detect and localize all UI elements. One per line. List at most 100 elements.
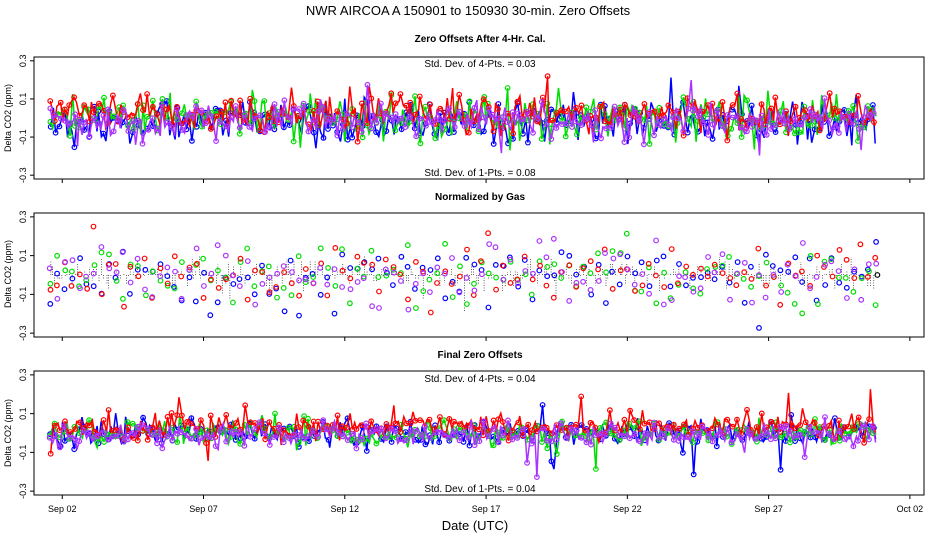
panel-2-gas2-point-303 (784, 289, 791, 296)
panel-2-gas1-point-252 (660, 253, 667, 260)
panel-2-gas2-point-276 (719, 262, 726, 269)
panel-1-gas4-point-200 (535, 115, 541, 122)
panel-1-gas4-point-62 (198, 107, 205, 114)
panel-3-gas4-point-166 (451, 432, 457, 439)
panel-1-gas4-point-48 (164, 119, 171, 126)
panel-2-gas3-point-333 (857, 241, 864, 248)
panel-1-gas3-point-4 (57, 99, 64, 106)
panel-2-gas4-point-60 (193, 245, 200, 252)
panel-1-gas4-point-266 (695, 113, 701, 120)
panel-1-gas4-point-58 (189, 112, 195, 119)
panel-1-gas4-point-192 (515, 110, 521, 117)
panel-2-gas1-point-246 (646, 283, 653, 290)
panel-1-gas4-point-290 (754, 117, 760, 124)
panel-1-gas3-point-284 (738, 116, 745, 122)
panel-2-gas4-point-270 (705, 254, 711, 260)
panel-2-gas1-point-195 (521, 257, 528, 263)
panel-3-gas3-point-296 (768, 418, 774, 425)
panel-2-gas4-point-189 (507, 256, 514, 263)
panel-2-gas3-point-162 (442, 268, 449, 275)
panel-1-gas1-point-182 (490, 141, 497, 147)
panel-2-gas1-point-300 (777, 267, 784, 274)
panel-2-gas2-point-183 (493, 274, 500, 281)
panel-3-gas4-point-300 (777, 423, 784, 430)
panel-2-gas2-point-138 (383, 272, 390, 279)
panel-3-gas4-point-324 (836, 428, 843, 434)
panel-3-gas3-point-292 (758, 410, 765, 417)
panel-2-gas4-point-315 (813, 274, 820, 280)
panel-1-gas2-point-46 (159, 95, 166, 102)
panel-3-gas3-point-164 (446, 416, 453, 422)
panel-3-gas4-point-2 (52, 432, 59, 438)
panel-1-gas3-point-252 (660, 112, 667, 119)
panel-2-gas1-point-48 (164, 273, 171, 280)
panel-1-gas2-point-202 (538, 135, 545, 142)
panel-3-gas4-point-30 (120, 438, 127, 445)
panel-1-gas3-point-234 (617, 106, 624, 113)
panel-3-gas1-point-300 (777, 466, 784, 473)
panel-3-gas4-point-78 (237, 429, 244, 436)
panel-1-gas4-point-294 (763, 131, 770, 138)
panel-2-gas2-point-228 (603, 269, 609, 276)
panel-2-gas4-point-336 (865, 261, 872, 268)
panel-2-gas4-point-258 (676, 273, 682, 280)
panel-3-gas4-point-116 (329, 425, 336, 432)
panel-1-gas3-point-156 (427, 101, 434, 108)
panel-3-gas4-point-38 (139, 421, 146, 428)
panel-3-gas4-point-172 (465, 435, 472, 441)
panel-1-gas3-point-198 (529, 113, 536, 120)
panel-2-gas2-point-189 (507, 258, 514, 265)
panel-2-gas2-point-249 (653, 300, 660, 307)
panel-1-gas4-point-272 (709, 121, 716, 128)
panel-1-gas3-point-278 (724, 137, 731, 144)
panel-2-gas4-point-111 (317, 265, 324, 271)
panel-2-gas3-point-60 (193, 260, 200, 267)
panel-3-gas4-point-200 (534, 474, 540, 481)
panel-3-gas4-point-84 (251, 426, 258, 432)
panel-1-gas1-point-2 (52, 129, 59, 136)
panel-3-gas4-point-170 (460, 429, 467, 436)
panel-3-gas4-point-244 (642, 430, 648, 437)
panel-2-gas3-point-81 (244, 296, 251, 303)
panel-2-gas2-point-36 (134, 263, 141, 269)
panel-2-gas4-point-276 (719, 251, 726, 258)
panel-2-gas4-point-6 (62, 259, 68, 265)
panel-2-gas4-point-228 (602, 250, 608, 257)
panel-3-gas3-point-306 (792, 425, 799, 432)
panel-2-gas1-point-6 (61, 286, 68, 293)
panel-2-gas1-point-159 (434, 255, 441, 262)
panel-2-gas4-point-285 (741, 259, 748, 266)
panel-2-series-gas4 (46, 235, 880, 313)
panel-1-gas1-point-58 (188, 137, 195, 144)
panel-1-gas3-point-216 (573, 104, 579, 111)
panel-1-gas3-point-0 (47, 98, 54, 104)
panel-1-gas4-point-286 (744, 128, 750, 135)
panel-2-gas1-point-216 (573, 271, 580, 278)
panel-3-gas4-point-190 (509, 436, 516, 443)
panel-3-gas4-point-80 (241, 442, 248, 449)
panel-2-gas2-point-309 (799, 310, 806, 317)
panel-3-gas3-point-10 (72, 426, 79, 432)
panel-1-gas4-point-162 (441, 117, 448, 124)
panel-2-gas4-point-168 (456, 289, 463, 296)
panel-3-gas4-point-222 (588, 441, 594, 448)
panel-2-gas4-point-84 (252, 301, 259, 308)
panel-1-gas4-point-332 (856, 126, 863, 132)
panel-2-gas2-point-48 (164, 282, 171, 289)
panel-2-gas4-point-42 (149, 294, 156, 300)
panel-3-gas4-point-130 (363, 420, 370, 427)
panel-2-gas4-point-117 (331, 266, 338, 273)
panel-2-gas1-point-0 (47, 301, 54, 307)
panel-2-gas1-point-66 (207, 312, 214, 319)
panel-2-gas2-point-195 (522, 271, 529, 278)
panel-2-gas1-point-36 (134, 266, 141, 273)
panel-1-gas4-point-142 (392, 111, 399, 117)
panel-2-gas3-point-255 (668, 246, 675, 253)
panel-1-gas3-point-192 (514, 98, 521, 105)
panel-2-gas3-point-21 (98, 291, 105, 298)
panel-1-gas4-point-168 (456, 108, 463, 115)
panel-1-gas3-point-190 (510, 130, 516, 137)
panel-3-gas1-point-202 (539, 402, 546, 408)
panel-3-gas4-point-92 (270, 434, 277, 440)
panel-2-gas3-point-222 (587, 258, 594, 265)
